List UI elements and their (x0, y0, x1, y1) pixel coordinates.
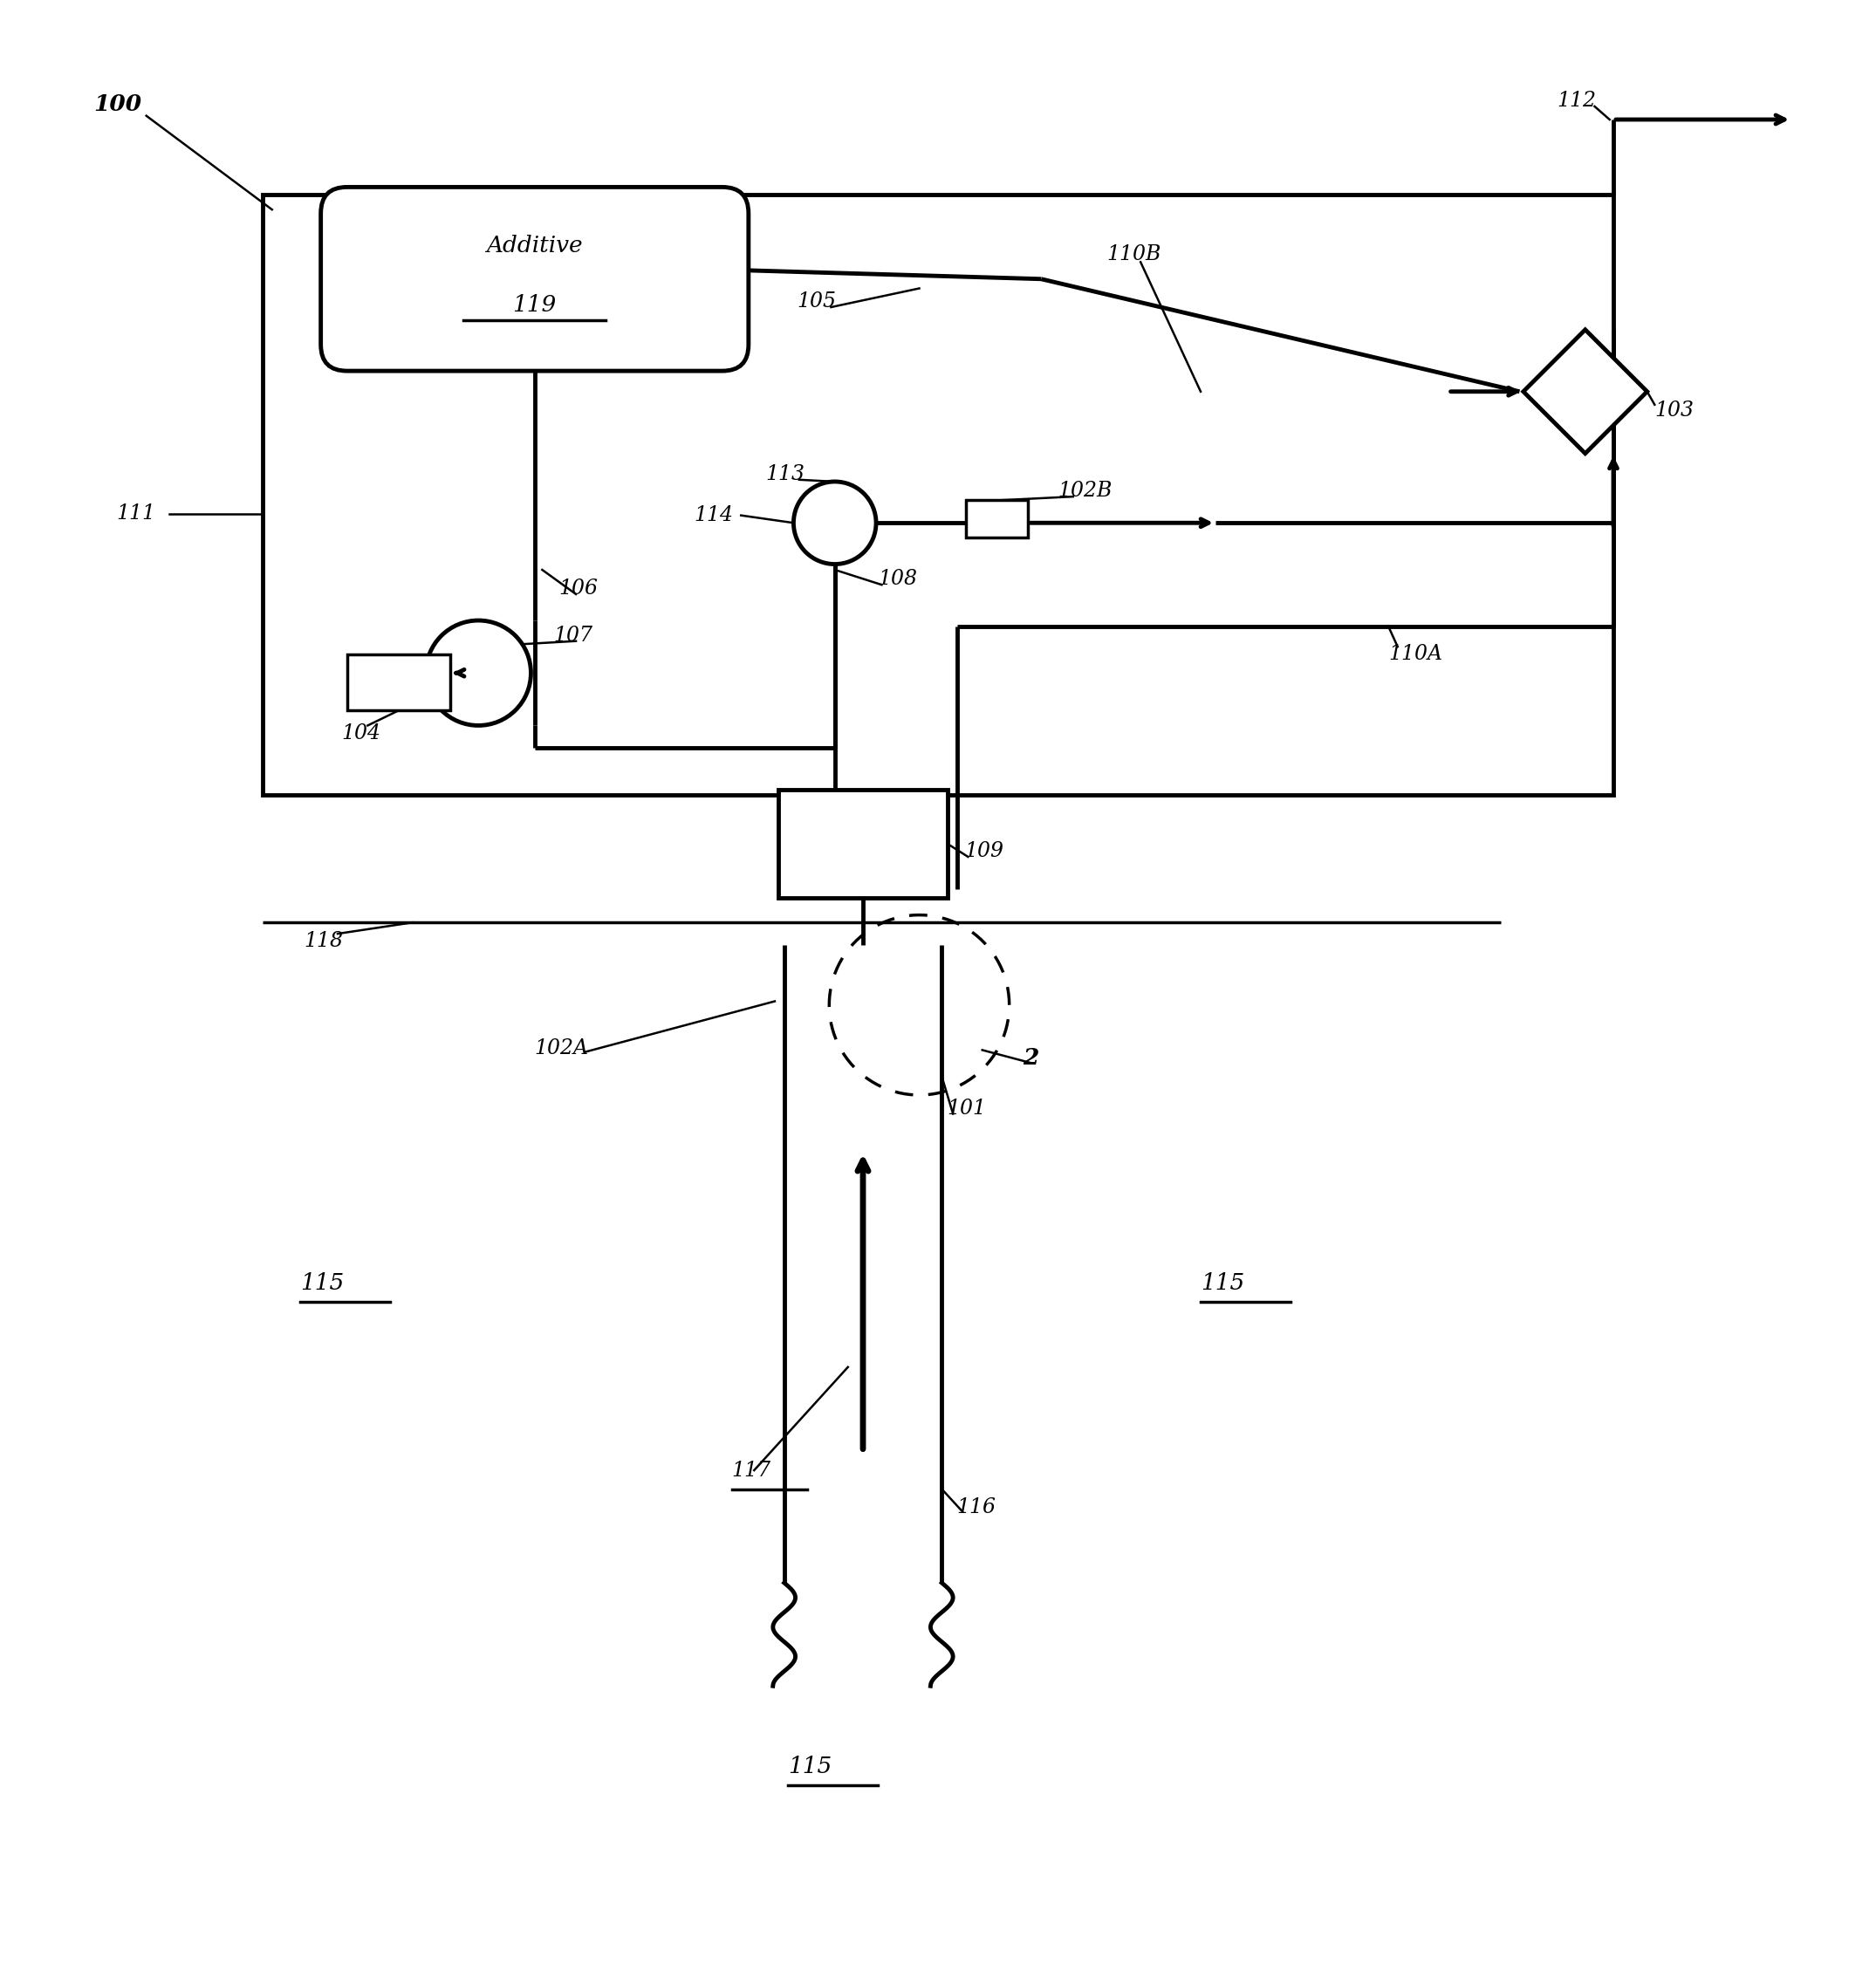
Text: 102B: 102B (1058, 481, 1112, 501)
Text: 114: 114 (694, 505, 734, 525)
Text: 113: 113 (765, 464, 805, 483)
Text: 116: 116 (957, 1497, 996, 1517)
Text: 117: 117 (732, 1460, 771, 1480)
Bar (347, 654, 450, 711)
Text: 109: 109 (964, 841, 1004, 861)
Text: 111: 111 (116, 503, 156, 523)
Text: 110B: 110B (1107, 244, 1161, 265)
Text: Additive: Additive (486, 234, 583, 255)
Text: 107: 107 (553, 625, 593, 645)
Text: 104: 104 (341, 723, 381, 743)
Text: 103: 103 (1655, 401, 1694, 421)
Text: 105: 105 (797, 291, 837, 312)
Text: 118: 118 (304, 931, 343, 951)
Text: 119: 119 (512, 295, 557, 316)
Text: 106: 106 (559, 578, 598, 599)
Polygon shape (1523, 330, 1647, 454)
Text: 100: 100 (94, 94, 143, 116)
Text: 115: 115 (788, 1757, 831, 1778)
Circle shape (426, 621, 531, 725)
Text: 101: 101 (947, 1098, 987, 1118)
Text: 102A: 102A (535, 1038, 589, 1059)
Bar (263, 195, 1613, 796)
Text: 115: 115 (1201, 1271, 1244, 1293)
Text: 108: 108 (878, 570, 917, 589)
FancyBboxPatch shape (321, 187, 749, 371)
Text: 115: 115 (300, 1271, 343, 1293)
Text: 110A: 110A (1388, 645, 1443, 664)
Bar (779, 790, 947, 898)
Text: 112: 112 (1557, 90, 1596, 110)
Circle shape (794, 481, 876, 564)
Text: 2: 2 (1022, 1047, 1039, 1069)
Bar (966, 501, 1028, 538)
